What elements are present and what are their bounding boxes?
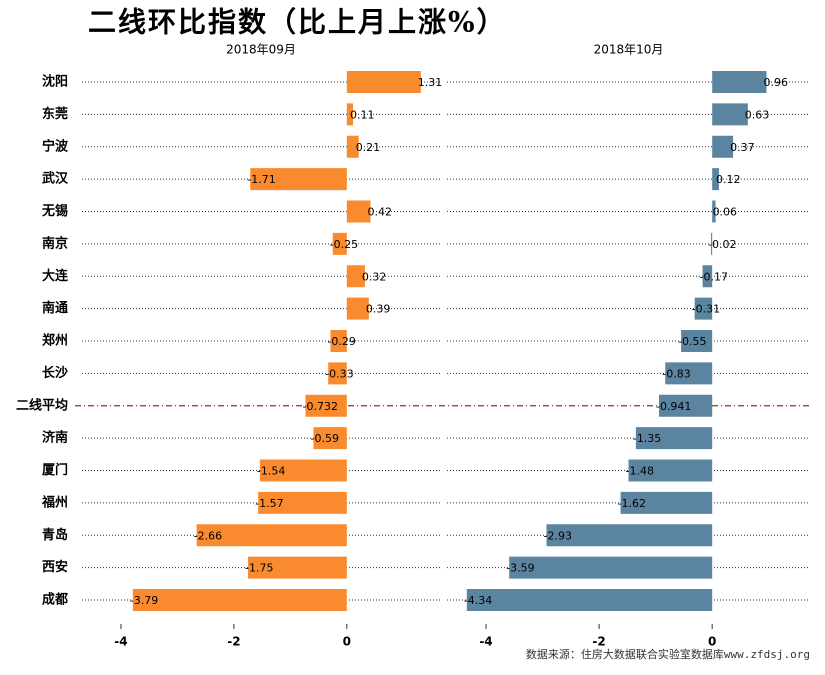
value-label: 0.63 [745, 108, 770, 121]
bar [248, 556, 347, 579]
x-tick-label: -2 [592, 635, 605, 649]
panel-title: 2018年10月 [594, 43, 664, 57]
value-label: 0.12 [716, 173, 741, 186]
bar [346, 135, 359, 158]
x-tick-label: -2 [227, 635, 240, 649]
value-label: -1.62 [618, 497, 646, 510]
value-label: 0.21 [356, 141, 381, 154]
value-label: 0.11 [350, 108, 375, 121]
bar [313, 427, 347, 450]
value-label: -0.02 [708, 238, 736, 251]
bar [250, 168, 347, 191]
value-label: -1.75 [245, 562, 273, 575]
value-label: 0.32 [362, 270, 387, 283]
bar [711, 232, 713, 255]
value-label: -1.71 [247, 173, 275, 186]
category-label: 南京 [42, 235, 68, 251]
bar [694, 297, 713, 320]
value-label: -1.35 [633, 432, 661, 445]
bar [620, 491, 713, 514]
category-label: 二线平均 [16, 397, 68, 413]
value-label: -0.941 [656, 400, 691, 413]
bar [330, 330, 347, 352]
x-tick-label: -4 [114, 635, 127, 649]
value-label: -0.59 [311, 432, 339, 445]
category-label: 沈阳 [42, 74, 68, 90]
bar [509, 556, 713, 579]
value-label: -2.93 [544, 529, 572, 542]
category-label: 南通 [42, 300, 68, 316]
bar [628, 459, 713, 482]
bar [196, 524, 347, 547]
value-label: -3.79 [130, 594, 158, 607]
value-label: -0.29 [327, 335, 355, 348]
value-label: -0.33 [325, 367, 353, 380]
category-label: 东莞 [42, 106, 68, 122]
category-label: 青岛 [42, 527, 68, 543]
bar [702, 265, 713, 288]
bar [346, 200, 371, 223]
bar [712, 168, 719, 191]
bar [712, 71, 767, 93]
x-tick-label: 0 [343, 635, 351, 649]
chart-title: 二线环比指数（比上月上涨%） [88, 6, 507, 39]
bar [681, 330, 713, 352]
category-label: 大连 [42, 268, 69, 284]
category-label: 厦门 [42, 462, 68, 478]
value-label: -0.31 [692, 303, 720, 316]
value-label: -0.83 [662, 367, 690, 380]
category-label: 长沙 [42, 365, 68, 381]
value-label: -0.25 [330, 238, 358, 251]
category-label: 无锡 [41, 203, 68, 219]
value-label: 0.06 [713, 206, 738, 219]
bar [332, 232, 347, 255]
bar [346, 103, 354, 126]
value-label: -0.17 [700, 270, 728, 283]
bar [259, 459, 347, 482]
category-label: 福州 [41, 494, 68, 510]
category-label: 武汉 [42, 171, 69, 187]
value-label: 0.42 [368, 206, 393, 219]
bar [466, 589, 713, 611]
value-label: 0.96 [763, 76, 788, 89]
value-label: -3.59 [506, 562, 534, 575]
panel-title: 2018年09月 [226, 43, 296, 57]
bar [712, 135, 734, 158]
category-label: 成都 [42, 592, 68, 608]
value-label: 1.31 [418, 76, 443, 89]
bar [346, 297, 369, 320]
bar [346, 265, 365, 288]
bar [712, 200, 716, 223]
value-label: -1.57 [255, 497, 283, 510]
bar [712, 103, 748, 126]
value-label: -0.732 [302, 400, 337, 413]
source-note: 数据来源：住房大数据联合实验室数据库www.zfdsj.org [526, 647, 810, 661]
category-label: 济南 [42, 430, 68, 446]
bar [258, 491, 347, 514]
bar [346, 71, 421, 93]
value-label: -2.66 [194, 529, 222, 542]
bar [328, 362, 347, 385]
value-label: 0.37 [730, 141, 755, 154]
value-label: -1.48 [626, 465, 654, 478]
x-tick-label: 0 [708, 635, 716, 649]
bar [665, 362, 713, 385]
value-label: 0.39 [366, 303, 391, 316]
bar [658, 394, 713, 417]
value-label: -4.34 [464, 594, 492, 607]
category-label: 宁波 [42, 138, 69, 154]
bar [305, 394, 347, 417]
x-tick-label: -4 [479, 635, 492, 649]
bar [546, 524, 713, 547]
bar [132, 589, 347, 611]
category-label: 郑州 [42, 333, 68, 349]
value-label: -1.54 [257, 465, 285, 478]
value-label: -0.55 [678, 335, 706, 348]
category-label: 西安 [42, 559, 68, 575]
bar [635, 427, 713, 450]
